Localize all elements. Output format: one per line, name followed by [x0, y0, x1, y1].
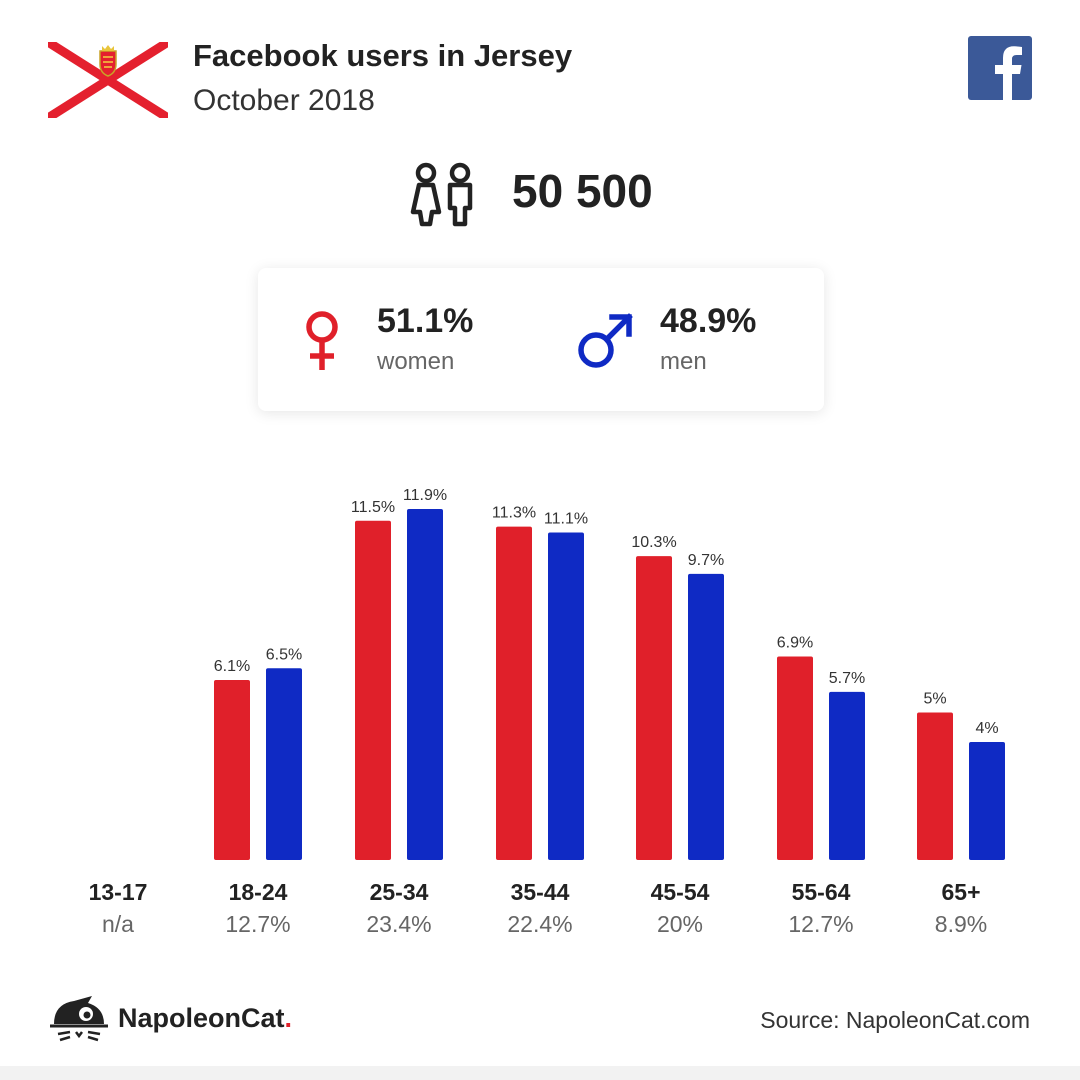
age-group-label-25-34: 25-34 — [370, 879, 429, 905]
bar-women-18-24 — [214, 680, 250, 860]
data-label-women-35-44: 11.3% — [492, 505, 536, 522]
age-group-total-18-24: 12.7% — [225, 911, 290, 937]
facebook-logo-icon — [968, 36, 1032, 100]
source-credit: Source: NapoleonCat.com — [760, 1007, 1030, 1033]
age-group-label-18-24: 18-24 — [229, 879, 288, 905]
brand-dot: . — [284, 1003, 293, 1033]
age-group-label-65+: 65+ — [941, 879, 980, 905]
bar-men-18-24 — [266, 668, 302, 860]
age-group-total-35-44: 22.4% — [507, 911, 572, 937]
age-group-label-55-64: 55-64 — [792, 879, 851, 905]
bar-women-55-64 — [777, 656, 813, 860]
female-symbol-icon — [306, 311, 338, 370]
data-label-women-65+: 5% — [923, 691, 946, 708]
gender-split-card — [258, 268, 824, 411]
male-symbol-icon — [578, 313, 633, 368]
jersey-flag-icon — [48, 42, 168, 118]
bar-men-45-54 — [688, 573, 724, 860]
napoleoncat-logo-icon — [50, 996, 108, 1042]
brand-name: NapoleonCat. — [118, 1003, 292, 1034]
page-subtitle: October 2018 — [193, 84, 375, 117]
age-group-label-35-44: 35-44 — [511, 879, 570, 905]
bar-women-45-54 — [636, 556, 672, 860]
data-label-women-45-54: 10.3% — [631, 534, 676, 551]
age-group-total-55-64: 12.7% — [788, 911, 853, 937]
data-label-men-18-24: 6.5% — [266, 646, 302, 663]
bar-women-65+ — [917, 712, 953, 860]
bar-men-55-64 — [829, 691, 865, 860]
age-gender-bar-chart: 13-17 n/a 6.1% 6.5% 18-24 12.7% 11.5% 11.9% 25-3… — [89, 487, 1005, 937]
footer-strip — [0, 1066, 1080, 1080]
bar-women-25-34 — [355, 520, 391, 860]
bar-men-35-44 — [548, 532, 584, 860]
data-label-men-55-64: 5.7% — [829, 670, 865, 687]
men-label: men — [660, 348, 707, 375]
women-percentage: 51.1% — [377, 302, 474, 340]
data-label-women-25-34: 11.5% — [351, 499, 395, 516]
bar-women-35-44 — [496, 526, 532, 860]
men-percentage: 48.9% — [660, 302, 757, 340]
women-label: women — [377, 348, 455, 375]
age-group-label-13-17: 13-17 — [89, 879, 148, 905]
bar-men-65+ — [969, 742, 1005, 860]
data-label-men-35-44: 11.1% — [544, 511, 588, 528]
page-title: Facebook users in Jersey — [193, 38, 573, 73]
brand-name-text: NapoleonCat — [118, 1003, 285, 1033]
data-label-men-45-54: 9.7% — [688, 552, 724, 569]
age-group-total-25-34: 23.4% — [366, 911, 431, 937]
data-label-men-65+: 4% — [975, 720, 998, 737]
age-group-label-45-54: 45-54 — [651, 879, 710, 905]
age-group-total-65+: 8.9% — [935, 911, 987, 937]
data-label-women-18-24: 6.1% — [214, 658, 250, 675]
users-icon — [410, 162, 473, 227]
data-label-men-25-34: 11.9% — [403, 487, 447, 504]
total-users-value: 50 500 — [512, 165, 653, 217]
bar-men-25-34 — [407, 508, 443, 860]
data-label-women-55-64: 6.9% — [777, 634, 813, 651]
age-group-total-13-17: n/a — [102, 911, 134, 937]
age-group-total-45-54: 20% — [657, 911, 703, 937]
